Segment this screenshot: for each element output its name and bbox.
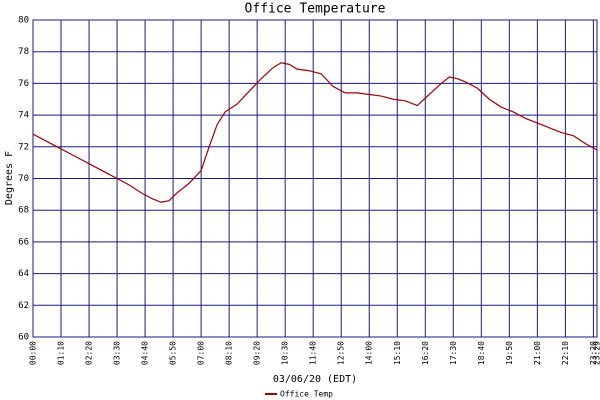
x-tick-label: 23:20 — [589, 341, 598, 365]
x-tick-label: 22:10 — [561, 341, 570, 365]
y-tick-label: 80 — [18, 16, 29, 26]
x-tick-label: 23:29 — [593, 341, 600, 365]
x-tick-label: 09:20 — [253, 341, 262, 365]
chart-title: Office Temperature — [245, 2, 386, 17]
x-tick-label: 21:00 — [533, 341, 542, 365]
x-tick-label: 18:40 — [477, 341, 486, 365]
x-tick-label: 04:40 — [141, 341, 150, 365]
y-tick-label: 72 — [18, 142, 29, 152]
y-tick-label: 64 — [18, 269, 29, 279]
x-tick-label: 01:10 — [57, 341, 66, 365]
y-tick-label: 74 — [18, 111, 29, 121]
y-tick-label: 68 — [18, 206, 29, 216]
x-tick-label: 05:50 — [169, 341, 178, 365]
x-tick-label: 17:30 — [449, 341, 458, 365]
x-tick-label: 02:20 — [85, 341, 94, 365]
y-axis-label: Degrees F — [4, 151, 15, 205]
data-line — [32, 62, 598, 203]
x-tick-label: 00:00 — [29, 341, 38, 365]
x-axis-label: 03/06/20 (EDT) — [273, 374, 357, 385]
y-tick-label: 78 — [18, 47, 29, 57]
x-tick-label: 12:50 — [337, 341, 346, 365]
x-tick-label: 10:30 — [281, 341, 290, 365]
y-tick-label: 70 — [18, 174, 29, 184]
x-tick-label: 03:30 — [113, 341, 122, 365]
x-tick-label: 15:10 — [393, 341, 402, 365]
x-tick-label: 14:00 — [365, 341, 374, 365]
x-tick-label: 07:00 — [197, 341, 206, 365]
x-tick-label: 11:40 — [309, 341, 318, 365]
y-tick-label: 76 — [18, 79, 29, 89]
y-tick-label: 60 — [18, 333, 29, 343]
x-tick-label: 16:20 — [421, 341, 430, 365]
x-tick-label: 19:50 — [505, 341, 514, 365]
legend-label: Office Temp — [280, 390, 333, 399]
x-tick-label: 08:10 — [225, 341, 234, 365]
y-tick-label: 62 — [18, 301, 29, 311]
y-tick-label: 66 — [18, 237, 29, 247]
